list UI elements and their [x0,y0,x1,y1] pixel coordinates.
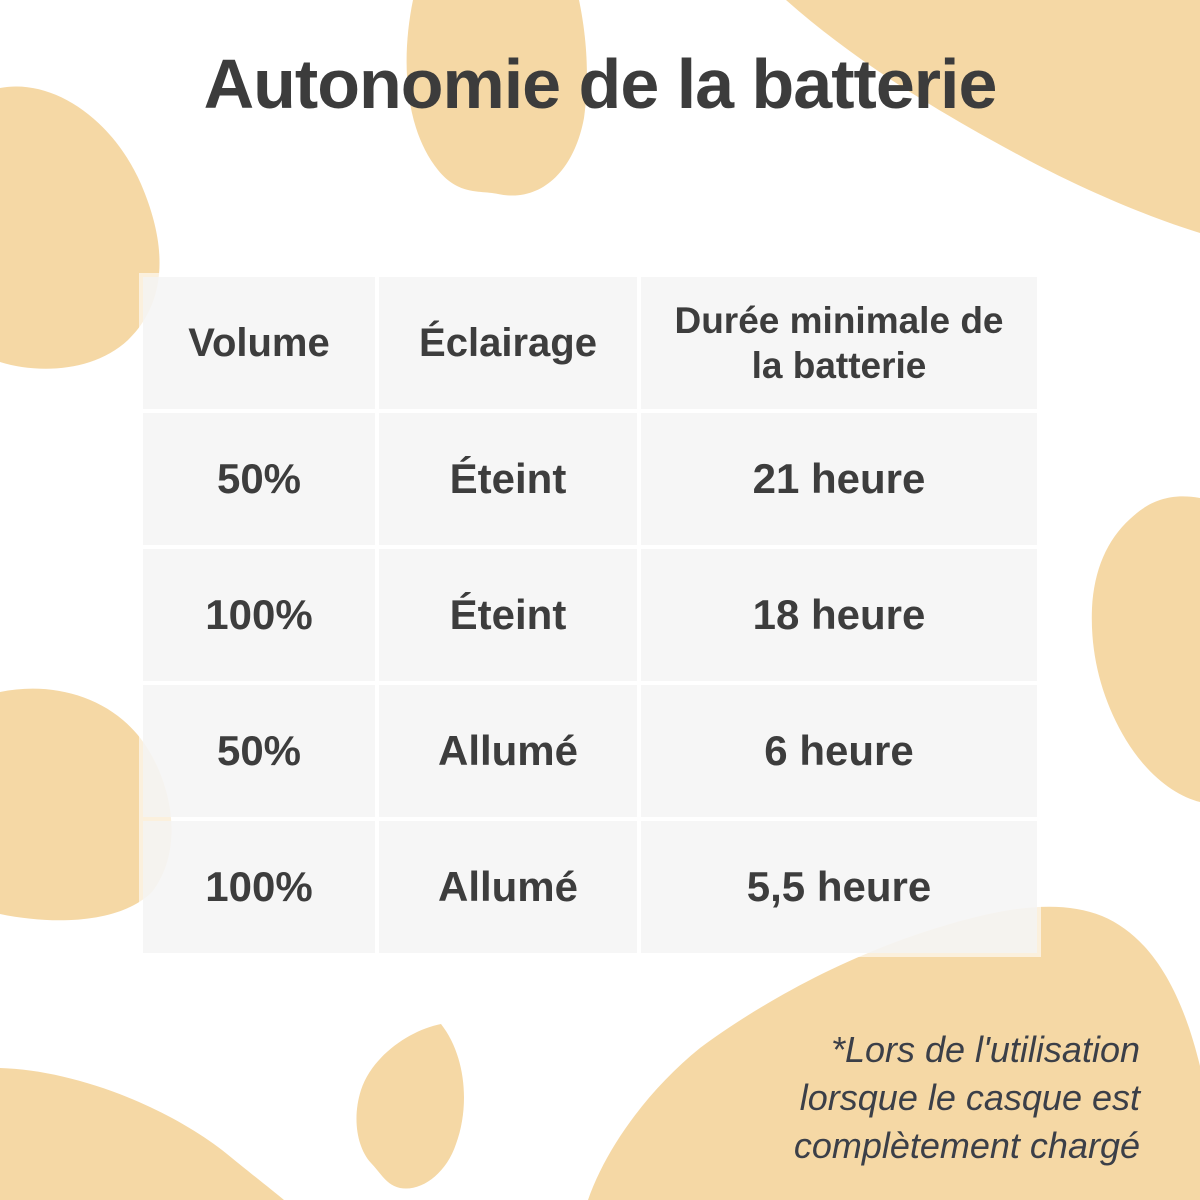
table-cell-row4-eclairage: Allumé [379,821,637,953]
footnote-line-3: complètement chargé [793,1125,1140,1167]
table-cell-row1-eclairage: Éteint [379,413,637,545]
blob-top-center [406,0,587,196]
header-cell-eclairage: Éclairage [379,277,637,409]
blob-top-right [786,0,1200,233]
table-cell-row3-eclairage: Allumé [379,685,637,817]
table-cell-row3-volume: 50% [143,685,375,817]
blob-bottom-right [588,906,1200,1200]
table-cell-row2-duree: 18 heure [641,549,1037,681]
table-cell-row1-duree: 21 heure [641,413,1037,545]
header-cell-duree-minimale: Durée minimale de la batterie [641,277,1037,409]
header-cell-volume: Volume [143,277,375,409]
battery-life-table: Volume Éclairage Durée minimale de la ba… [139,273,1041,957]
table-cell-row2-volume: 100% [143,549,375,681]
footnote: *Lors de l'utilisation lorsque le casque… [794,1026,1140,1171]
table-cell-row1-volume: 50% [143,413,375,545]
blob-bottom-left [0,1068,284,1200]
blob-upper-left [0,86,160,369]
blob-right-middle [1091,496,1200,802]
footnote-line-2: lorsque le casque est [799,1077,1140,1119]
table-cell-row4-duree: 5,5 heure [641,821,1037,953]
blob-bottom-center [356,1024,464,1189]
blob-lower-left [0,688,172,921]
footnote-line-1: *Lors de l'utilisation [830,1029,1140,1070]
table-cell-row3-duree: 6 heure [641,685,1037,817]
table-cell-row4-volume: 100% [143,821,375,953]
page-title: Autonomie de la batterie [203,45,998,123]
table-cell-row2-eclairage: Éteint [379,549,637,681]
